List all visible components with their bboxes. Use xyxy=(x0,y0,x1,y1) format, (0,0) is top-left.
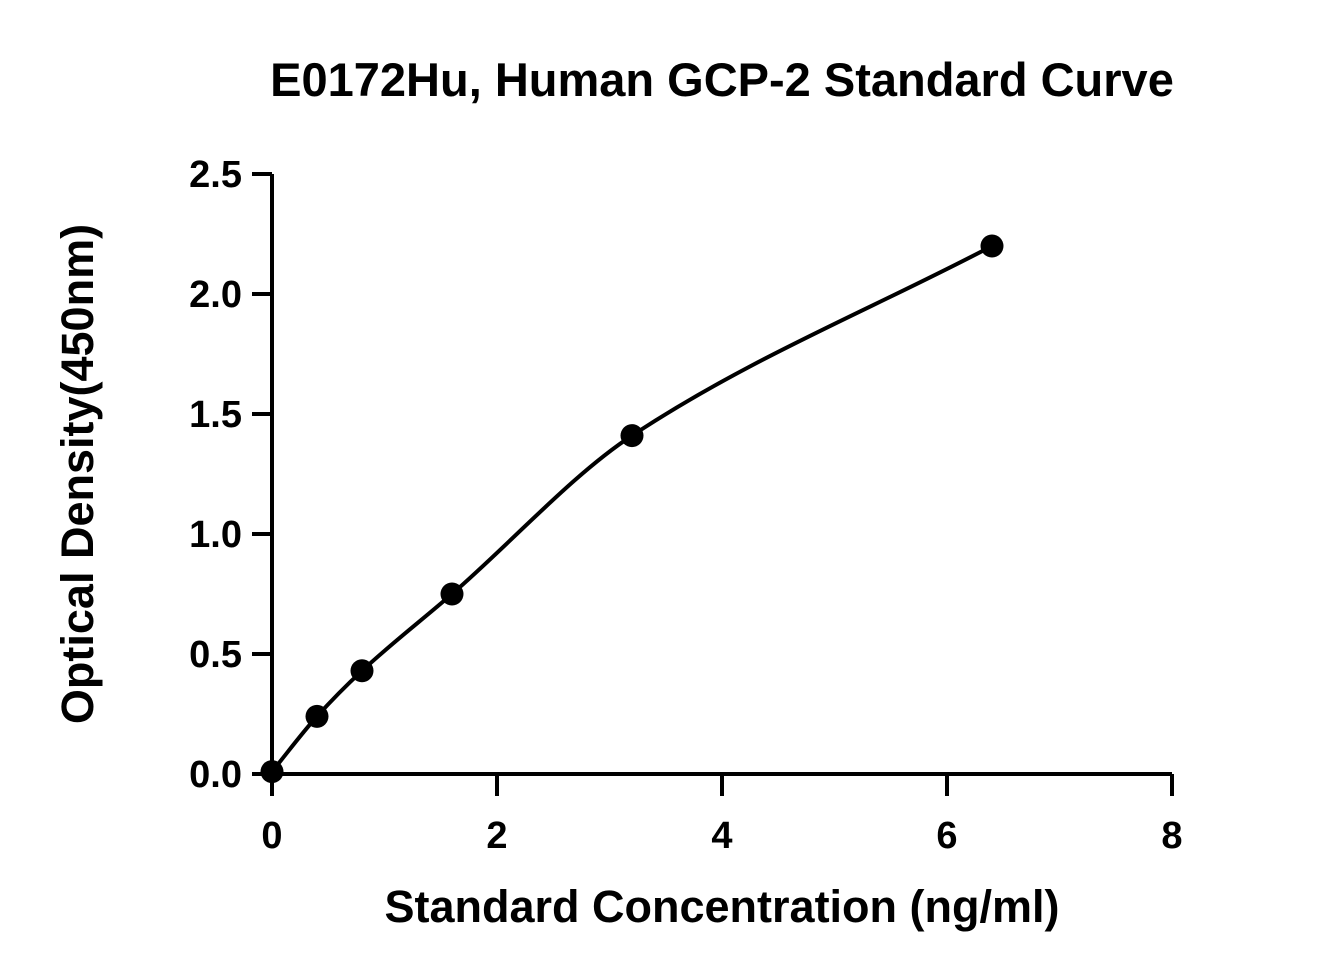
data-point xyxy=(260,760,284,784)
chart-title: E0172Hu, Human GCP-2 Standard Curve xyxy=(270,53,1174,106)
fit-curves xyxy=(270,244,993,773)
y-tick-label: 0.5 xyxy=(189,634,242,676)
y-tick-label: 2.5 xyxy=(189,154,242,196)
data-point xyxy=(980,234,1004,258)
data-points xyxy=(260,234,1004,784)
y-axis-label: Optical Density(450nm) xyxy=(52,224,103,724)
data-point xyxy=(440,582,464,606)
data-point xyxy=(305,704,329,728)
y-tick-label: 1.0 xyxy=(189,514,242,556)
axes xyxy=(270,174,1172,776)
data-point xyxy=(620,424,644,448)
x-tick-label: 6 xyxy=(936,815,957,857)
x-tick-label: 2 xyxy=(486,815,507,857)
data-point xyxy=(350,659,374,683)
x-tick-label: 0 xyxy=(261,815,282,857)
x-axis-ticks: 0 2 4 6 8 xyxy=(261,774,1183,857)
x-tick-label: 4 xyxy=(711,815,732,857)
x-axis-label: Standard Concentration (ng/ml) xyxy=(385,881,1060,932)
y-tick-label: 0.0 xyxy=(189,754,242,796)
y-axis-ticks: 0.0 0.5 1.0 1.5 2.0 2.5 xyxy=(189,154,272,796)
y-tick-label: 2.0 xyxy=(189,274,242,316)
fit-curve-line xyxy=(270,244,993,773)
x-tick-label: 8 xyxy=(1161,815,1182,857)
y-tick-label: 1.5 xyxy=(189,394,242,436)
